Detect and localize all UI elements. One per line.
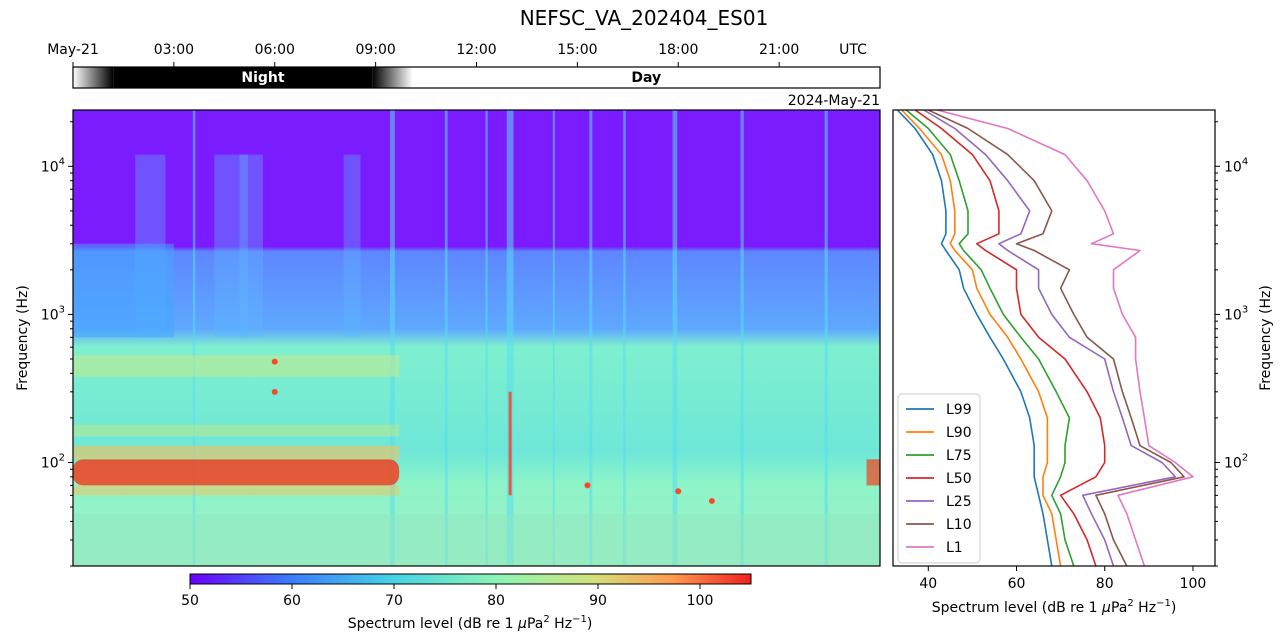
series-line-l90	[901, 110, 1062, 566]
percentile-x-axis: 40 60 80 100	[919, 566, 1206, 592]
chorus-band-80hz	[73, 459, 400, 486]
low-frequency-floor	[73, 513, 880, 566]
series-line-l10	[927, 110, 1185, 566]
x-tick-label: 100	[1180, 576, 1207, 592]
legend-label: L99	[946, 402, 972, 418]
legend-label: L75	[946, 448, 972, 464]
date-label: 2024-May-21	[788, 93, 880, 109]
colorbar-tick-label: 50	[181, 593, 199, 609]
day-night-frame	[72, 66, 881, 89]
transient-streak	[506, 110, 514, 566]
colorbar-tick-label: 100	[687, 593, 714, 609]
broadband-bloom	[239, 154, 263, 338]
time-tick-label: 09:00	[355, 42, 395, 58]
colorbar: 50 60 70 80 90 100 Spectrum level (dB re 1 μP…	[181, 573, 752, 632]
broadband-bloom	[214, 154, 248, 338]
vessel-peak	[508, 391, 512, 496]
tonal-peak	[584, 482, 591, 489]
y-tick-label: 104	[41, 156, 65, 175]
tonal-peak	[271, 358, 278, 365]
transient-streak	[485, 110, 488, 566]
day-night-bar: Night Day	[72, 66, 881, 89]
dawn-fade-out	[372, 67, 413, 88]
transient-streak	[824, 110, 828, 566]
percentile-plot-frame	[892, 109, 1216, 567]
percentile-y-label: Frequency (Hz)	[1258, 285, 1274, 391]
spectrogram-y-axis: 102 103 104	[41, 121, 73, 567]
tonal-peak	[675, 488, 682, 495]
chorus-halo-80hz	[73, 445, 400, 460]
percentile-x-label: Spectrum level (dB re 1 μPa2 Hz−1)	[932, 598, 1177, 616]
legend-label: L10	[946, 517, 972, 533]
transient-streak	[444, 110, 448, 566]
series-line-l25	[923, 110, 1177, 566]
time-axis-unit-label: UTC	[839, 42, 867, 58]
right-y-tick-label: 104	[1224, 156, 1248, 175]
colorbar-tick-label: 70	[385, 593, 403, 609]
transient-streak	[672, 110, 678, 566]
colorbar-label: Spectrum level (dB re 1 μPa2 Hz−1)	[348, 614, 593, 632]
series-line-l75	[905, 110, 1075, 566]
spectrogram-y-label: Frequency (Hz)	[15, 285, 31, 391]
time-axis: May-21 03:00 06:00 09:00 12:00 15:00 18:00 21:0…	[47, 42, 799, 67]
colorbar-tick-label: 90	[589, 593, 607, 609]
night-label: Night	[241, 70, 285, 86]
x-tick-label: 80	[1096, 576, 1114, 592]
chorus-band-160hz	[73, 424, 400, 437]
series-line-l99	[896, 110, 1053, 566]
dawn-fade-in	[73, 67, 114, 88]
percentile-plot: 40 60 80 100 102 103 104 Spectrum level (dB r…	[892, 109, 1274, 616]
spectrogram-features	[73, 110, 880, 566]
chorus-band-450hz	[73, 355, 400, 377]
legend-label: L50	[946, 471, 972, 487]
y-tick-label: 102	[41, 452, 65, 471]
series-line-l1	[936, 110, 1194, 566]
percentile-y-axis: 102 103 104	[1215, 121, 1248, 567]
transient-streak	[589, 110, 593, 566]
tonal-peak	[708, 497, 715, 504]
transient-streak	[192, 110, 196, 566]
right-y-tick-label: 103	[1224, 304, 1248, 323]
legend-label: L1	[946, 540, 963, 556]
broadband-bloom	[343, 154, 361, 338]
chorus-halo-60hz	[73, 485, 400, 496]
time-tick-label: 06:00	[255, 42, 295, 58]
legend-label: L90	[946, 425, 972, 441]
colorbar-tick-label: 60	[283, 593, 301, 609]
colorbar-tick-label: 80	[487, 593, 505, 609]
legend: L99 L90 L75 L50 L25 L10 L1	[897, 393, 981, 564]
early-bloom	[73, 243, 174, 338]
series-line-l50	[914, 110, 1106, 566]
colorbar-gradient	[189, 573, 752, 585]
x-tick-label: 40	[919, 576, 937, 592]
time-tick-label: 12:00	[456, 42, 496, 58]
transient-streak	[552, 110, 555, 566]
transient-streak	[623, 110, 626, 566]
time-tick-label: May-21	[47, 42, 99, 58]
legend-box	[897, 393, 981, 564]
transient-streak	[390, 110, 395, 566]
time-tick-label: 15:00	[557, 42, 597, 58]
time-tick-label: 18:00	[658, 42, 698, 58]
chorus-band-late	[866, 459, 880, 486]
spectrogram-frame	[72, 109, 881, 567]
y-tick-label: 103	[41, 304, 65, 323]
colorbar-ticks: 50 60 70 80 90 100	[181, 584, 713, 609]
tonal-peak	[271, 388, 278, 395]
chart-title: NEFSC_VA_202404_ES01	[520, 6, 769, 30]
day-label: Day	[631, 70, 661, 86]
spectrogram-panel: 102 103 104 Frequency (Hz)	[15, 109, 881, 567]
transient-streak	[740, 110, 744, 566]
x-tick-label: 60	[1008, 576, 1026, 592]
legend-label: L25	[946, 494, 972, 510]
percentile-lines	[896, 110, 1194, 566]
time-tick-label: 03:00	[154, 42, 194, 58]
time-tick-label: 21:00	[759, 42, 799, 58]
right-y-tick-label: 102	[1224, 452, 1248, 471]
night-segment	[113, 67, 373, 88]
